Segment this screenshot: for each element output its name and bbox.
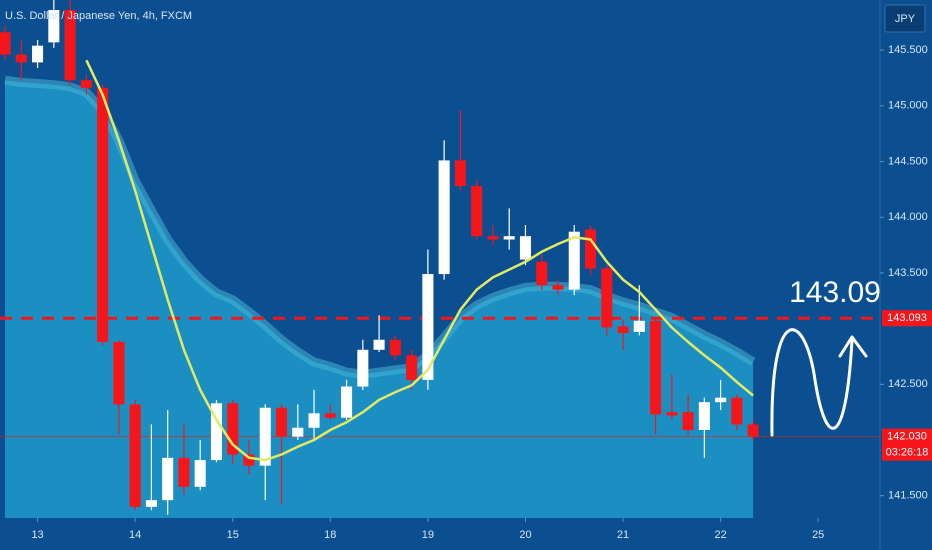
candle-body <box>357 349 369 387</box>
y-tick-label: 145.500 <box>888 44 928 56</box>
area-edge <box>4 75 756 379</box>
x-tick-label: 19 <box>422 529 434 541</box>
x-tick-label: 14 <box>129 529 141 541</box>
candle-body <box>438 160 450 275</box>
x-tick-label: 18 <box>324 529 336 541</box>
candle-body <box>715 397 727 403</box>
candle-body <box>80 80 92 89</box>
candle-body <box>454 160 466 187</box>
candle-body <box>747 424 759 437</box>
candle-body <box>178 457 190 487</box>
annotation: 143.09 <box>789 276 881 309</box>
y-tick-label: 145.000 <box>888 100 928 112</box>
candle-body <box>617 326 629 334</box>
chart-title: U.S. Dollar / Japanese Yen, 4h, FXCM <box>5 10 192 22</box>
x-tick-label: 25 <box>812 529 824 541</box>
area <box>5 80 754 518</box>
x-tick-label: 13 <box>31 529 43 541</box>
price-level-label: 142.030 <box>887 431 927 443</box>
candle-body <box>373 339 385 350</box>
plot-area <box>0 0 880 518</box>
price-level-label: 143.093 <box>887 312 927 324</box>
y-tick-label: 144.000 <box>888 211 928 223</box>
candle-body <box>97 88 109 342</box>
candle-body <box>487 236 499 240</box>
x-tick-label: 20 <box>519 529 531 541</box>
candle-body <box>194 460 206 487</box>
candle-body <box>0 32 11 55</box>
candle-body <box>389 339 401 356</box>
currency-button-bg[interactable] <box>884 4 926 33</box>
y-tick-label: 144.500 <box>888 155 928 167</box>
candle-body <box>243 454 255 466</box>
candle-body <box>64 10 76 81</box>
currency-button[interactable]: JPY <box>895 13 916 25</box>
candle-body <box>129 404 141 507</box>
price-axis: 141.500 142.500 143.500 144.000 144.500 145.0… <box>31 44 932 541</box>
candle-body <box>227 403 239 455</box>
price-level-tag <box>882 310 932 327</box>
candle-body <box>536 261 548 286</box>
x-tick-label: 22 <box>714 529 726 541</box>
candle-body <box>666 412 678 416</box>
candle-body <box>15 54 27 63</box>
candle-body <box>406 355 418 380</box>
arrow-head <box>838 335 868 358</box>
candle-body <box>324 413 336 418</box>
candle-body <box>731 397 743 425</box>
candle-body <box>519 236 531 260</box>
y-tick-label: 143.500 <box>888 267 928 279</box>
candle-body <box>698 402 710 430</box>
candle-body <box>113 341 125 405</box>
candle-body <box>292 427 304 437</box>
candle-body <box>552 285 564 290</box>
candle-body <box>308 413 320 428</box>
x-tick-label: 15 <box>227 529 239 541</box>
candle-body <box>503 236 515 240</box>
candle-body <box>275 407 288 437</box>
price-level-tag <box>882 428 932 461</box>
candle-body <box>682 412 694 430</box>
candle-body <box>650 320 662 415</box>
y-tick-label: 141.500 <box>888 490 928 502</box>
candle-body <box>584 229 597 269</box>
candle-body <box>568 231 580 290</box>
x-tick-label: 21 <box>617 529 629 541</box>
moving-average <box>85 59 754 462</box>
candle-body <box>471 186 483 237</box>
candle-body <box>422 274 434 380</box>
candle-body <box>32 45 44 63</box>
countdown-label: 03:26:18 <box>886 447 929 459</box>
candle-body <box>145 500 157 507</box>
candle-body <box>210 403 222 461</box>
candle-body <box>341 386 353 418</box>
candle-body <box>48 10 60 43</box>
y-tick-label: 142.500 <box>888 378 928 390</box>
candle-body <box>633 320 645 332</box>
wave-arrow <box>770 328 854 437</box>
candle-body <box>259 407 271 466</box>
candle-body <box>162 457 174 501</box>
candle-body <box>601 268 613 328</box>
